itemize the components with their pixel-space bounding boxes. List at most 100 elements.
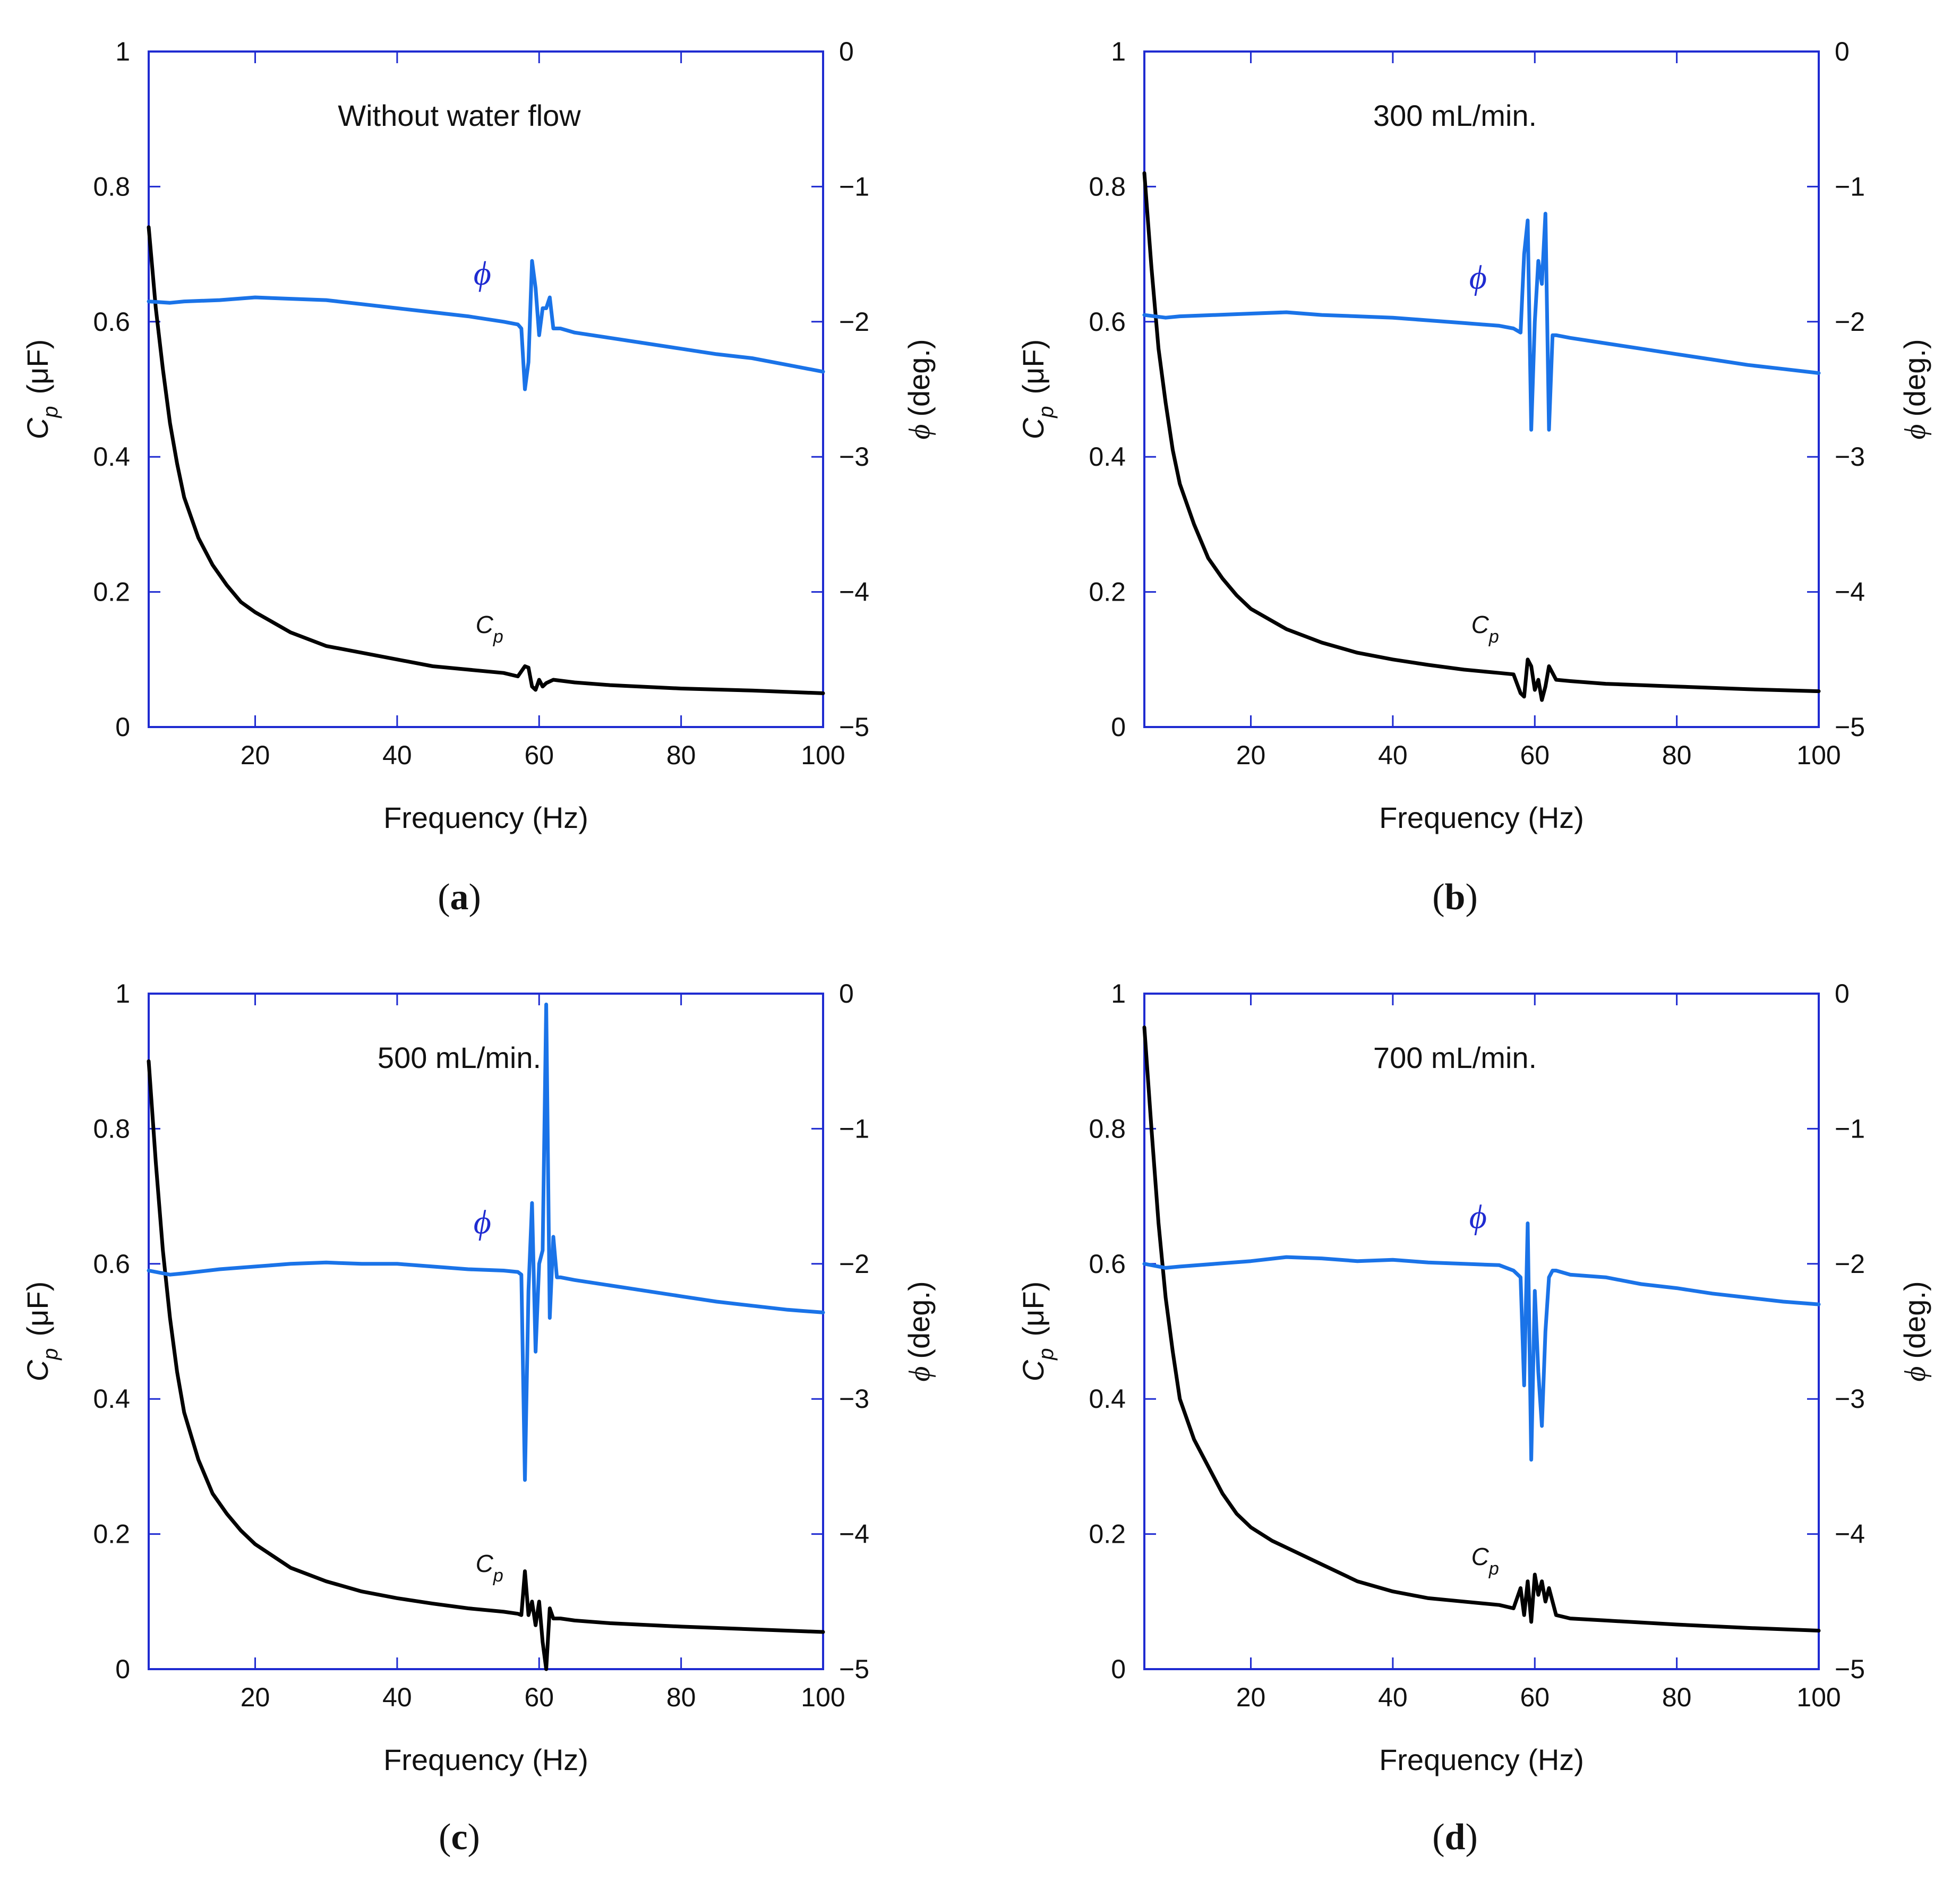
panel-letter-open: ( — [438, 877, 450, 918]
y-right-tick-label: 0 — [1835, 979, 1850, 1008]
y-right-tick-label: −3 — [839, 1384, 869, 1414]
y-left-axis-subscript: p — [1034, 1348, 1058, 1361]
x-tick-label: 100 — [1796, 740, 1841, 770]
series-label-phi: ϕ — [1469, 1198, 1487, 1235]
panels-container: 20 40 60 80 10000.20.40.60.81−5−4−3−2−10Freq… — [21, 37, 1932, 1858]
plot-frame — [1143, 50, 1820, 728]
x-axis-title: Frequency (Hz) — [1379, 801, 1584, 834]
x-tick-label: 60 — [524, 1682, 554, 1712]
y-left-axis-unit: (μF) — [1016, 339, 1050, 395]
series-line-cp — [147, 225, 825, 695]
y-left-tick-label: 0 — [1111, 712, 1126, 742]
y-right-tick-label: −3 — [1835, 442, 1865, 472]
y-right-axis-title: ϕ (deg.) — [902, 1281, 936, 1381]
y-left-tick-label: 0.4 — [93, 442, 130, 472]
y-left-tick-label: 0.8 — [93, 1114, 130, 1143]
series-label-phi: ϕ — [474, 1203, 491, 1241]
y-right-axis-title: ϕ (deg.) — [902, 339, 936, 439]
y-right-axis-unit: (deg.) — [902, 339, 936, 416]
panel-letter: (a) — [438, 877, 481, 918]
series-label-cp-subscript: p — [1488, 1559, 1499, 1579]
y-right-tick-label: 0 — [839, 979, 854, 1008]
panel-annotation: 300 mL/min. — [1373, 99, 1537, 132]
y-right-tick-label: −5 — [1835, 1654, 1865, 1684]
y-left-axis-title: Cp (μF) — [21, 339, 62, 439]
y-left-tick-label: 0.6 — [93, 1249, 130, 1279]
series-line-cp — [1142, 1025, 1821, 1632]
panel-letter-char: a — [450, 877, 469, 918]
y-left-tick-label: 0.2 — [1089, 577, 1126, 607]
x-axis-title: Frequency (Hz) — [383, 1743, 588, 1776]
y-right-tick-label: −2 — [839, 1249, 869, 1279]
y-right-tick-label: −4 — [839, 1519, 869, 1549]
series-label-cp-subscript: p — [493, 627, 503, 647]
x-tick-label: 40 — [382, 1682, 412, 1712]
x-tick-label: 100 — [801, 1682, 845, 1712]
panel-letter-char: b — [1445, 877, 1466, 918]
y-left-tick-label: 0.4 — [1089, 1384, 1126, 1414]
x-tick-label: 60 — [524, 740, 554, 770]
series-line-phi — [147, 1002, 825, 1482]
y-left-tick-label: 0.6 — [93, 307, 130, 337]
chart-panel-a: 20 40 60 80 100 0 0.2 0.4 0.6 0.8 1 −5 −4 −3 −2 −1 0 Freq… — [21, 37, 936, 918]
x-tick-label: 60 — [1520, 740, 1550, 770]
y-left-axis-title: Cp (μF) — [1016, 339, 1058, 439]
y-right-tick-label: −3 — [1835, 1384, 1865, 1414]
panel-letter-char: d — [1445, 1817, 1466, 1858]
series-label-cp: Cp — [476, 611, 503, 647]
y-left-tick-label: 0.8 — [1089, 1114, 1126, 1143]
chart-panel-d: 20 40 60 80 100 0 0.2 0.4 0.6 0.8 1 −5 −4 −3 −2 −1 0 Freq… — [1016, 979, 1932, 1858]
series-label-cp-symbol: C — [476, 611, 494, 638]
x-tick-label: 80 — [1662, 1682, 1692, 1712]
y-right-axis-symbol: ϕ — [903, 1366, 936, 1382]
x-axis-title: Frequency (Hz) — [383, 801, 588, 834]
y-left-tick-label: 0.4 — [93, 1384, 130, 1414]
y-left-tick-label: 0.8 — [1089, 172, 1126, 201]
x-tick-label: 100 — [801, 740, 845, 770]
panel-letter: (b) — [1432, 877, 1478, 918]
panel-letter-char: c — [451, 1817, 467, 1858]
panel-annotation: 500 mL/min. — [378, 1041, 541, 1074]
y-left-tick-label: 0 — [1111, 1654, 1126, 1684]
y-left-axis-title: Cp (μF) — [1016, 1281, 1058, 1381]
y-left-tick-label: 0.6 — [1089, 1249, 1126, 1279]
x-tick-label: 20 — [241, 1682, 270, 1712]
x-tick-label: 40 — [1378, 1682, 1408, 1712]
series-line-phi — [1142, 211, 1821, 432]
y-left-tick-label: 1 — [115, 979, 130, 1008]
y-right-tick-label: −1 — [1835, 172, 1865, 201]
x-tick-label: 20 — [1236, 1682, 1266, 1712]
panel-annotation: 700 mL/min. — [1373, 1041, 1537, 1074]
y-right-tick-label: −1 — [839, 172, 869, 201]
y-right-tick-label: −4 — [1835, 1519, 1865, 1549]
plot-frame — [148, 50, 824, 728]
y-left-tick-label: 1 — [1111, 979, 1126, 1008]
series-label-cp: Cp — [1471, 611, 1499, 647]
x-tick-label: 20 — [1236, 740, 1266, 770]
series-line-phi — [147, 259, 825, 391]
y-left-axis-symbol: C — [1016, 1360, 1050, 1381]
panel-letter-close: ) — [469, 877, 481, 918]
plot-frame — [148, 993, 824, 1670]
y-right-axis-unit: (deg.) — [902, 1281, 936, 1358]
panel-letter: (c) — [439, 1817, 480, 1858]
y-left-tick-label: 0.6 — [1089, 307, 1126, 337]
series-label-cp-symbol: C — [476, 1550, 494, 1577]
series-label-cp-subscript: p — [1488, 627, 1499, 647]
panel-letter-close: ) — [1465, 877, 1477, 918]
y-left-tick-label: 0.4 — [1089, 442, 1126, 472]
y-left-tick-label: 0.2 — [93, 577, 130, 607]
y-left-axis-symbol: C — [21, 1360, 54, 1381]
y-right-tick-label: −4 — [1835, 577, 1865, 607]
y-left-tick-label: 0 — [115, 1654, 130, 1684]
panel-annotation: Without water flow — [338, 99, 581, 132]
y-right-tick-label: −1 — [1835, 1114, 1865, 1143]
y-right-axis-unit: (deg.) — [1898, 1281, 1931, 1358]
y-left-axis-subscript: p — [1034, 406, 1058, 418]
y-right-tick-label: −2 — [1835, 307, 1865, 337]
y-left-tick-label: 1 — [1111, 37, 1126, 66]
y-right-axis-unit: (deg.) — [1898, 339, 1931, 416]
y-right-tick-label: −2 — [839, 307, 869, 337]
x-tick-label: 100 — [1796, 1682, 1841, 1712]
